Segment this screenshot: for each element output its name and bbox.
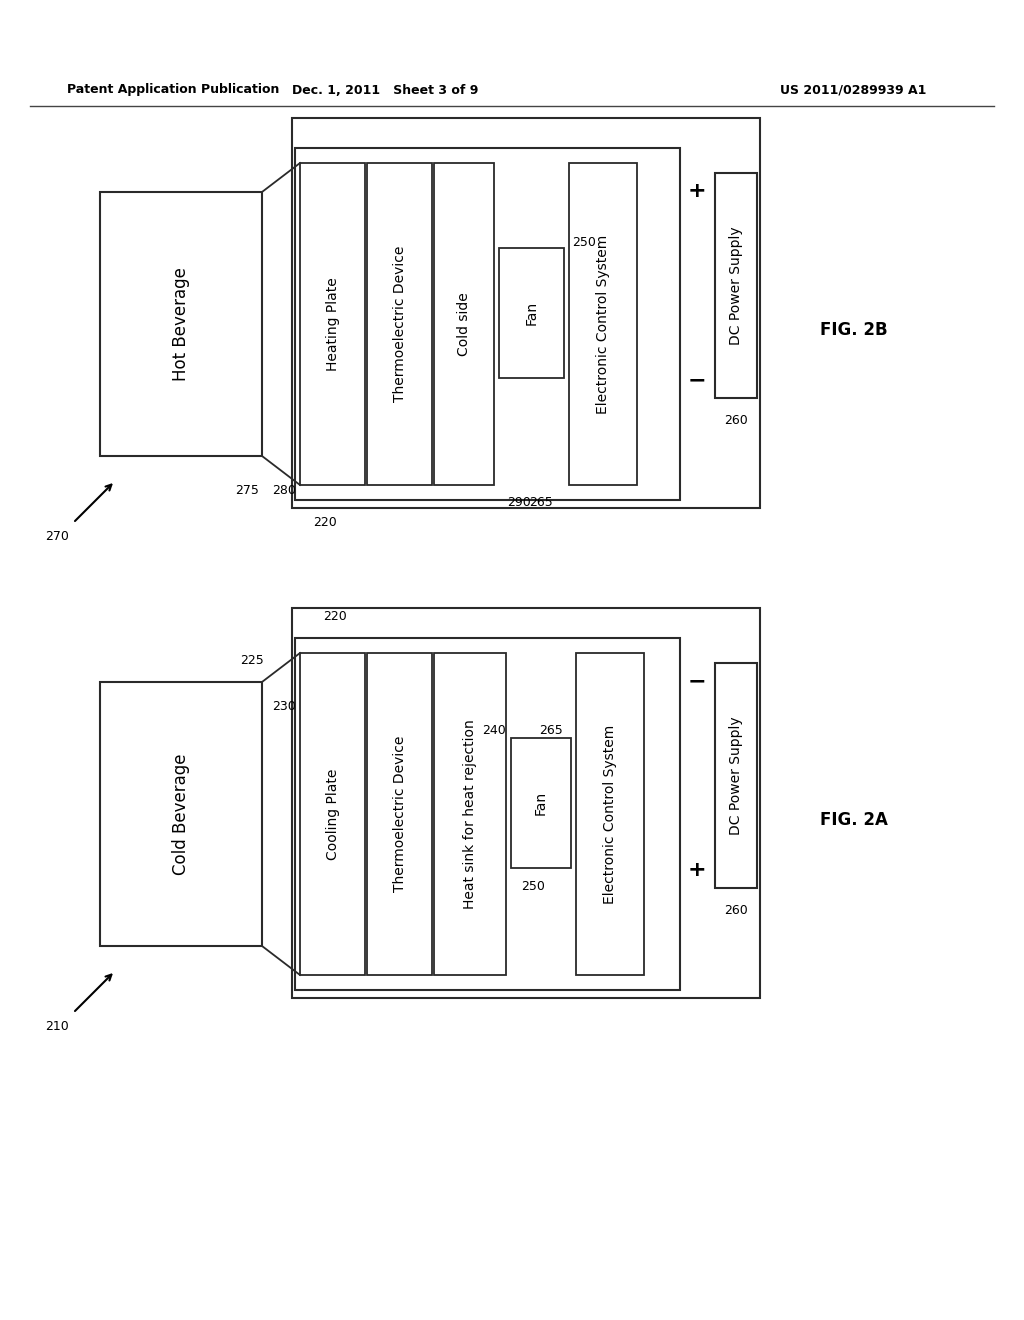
Bar [367,162,432,484]
Text: 220: 220 [313,516,337,528]
Text: +: + [688,861,707,880]
Text: Hot Beverage: Hot Beverage [172,267,190,381]
Text: 220: 220 [324,610,347,623]
Bar [300,162,365,484]
Text: Patent Application Publication: Patent Application Publication [67,83,280,96]
Text: 210: 210 [45,1019,69,1032]
Text: Fan: Fan [534,791,548,814]
Text: −: − [688,370,707,389]
Text: 280: 280 [272,484,296,498]
Text: Dec. 1, 2011   Sheet 3 of 9: Dec. 1, 2011 Sheet 3 of 9 [292,83,478,96]
Text: −: − [688,671,707,690]
Bar [100,682,262,946]
Bar [292,609,760,998]
Text: +: + [688,181,707,201]
Text: 265: 265 [529,496,553,510]
Text: 230: 230 [272,701,296,714]
Text: 290: 290 [508,496,531,510]
Bar [367,653,432,975]
Text: 225: 225 [240,653,264,667]
Text: DC Power Supply: DC Power Supply [729,226,743,345]
Text: Cold side: Cold side [457,292,471,356]
Bar [292,117,760,508]
Text: US 2011/0289939 A1: US 2011/0289939 A1 [780,83,927,96]
Text: Electronic Control System: Electronic Control System [596,235,610,413]
Text: FIG. 2B: FIG. 2B [820,321,888,339]
Bar [295,148,680,500]
Text: 260: 260 [724,903,748,916]
Text: Thermoelectric Device: Thermoelectric Device [392,735,407,892]
Bar [715,663,757,888]
Text: 270: 270 [45,529,69,543]
Text: DC Power Supply: DC Power Supply [729,717,743,834]
Bar [300,653,365,975]
Bar [499,248,564,378]
Text: Fan: Fan [524,301,539,325]
Bar [575,653,644,975]
Text: 250: 250 [572,236,596,249]
Text: 275: 275 [236,484,259,498]
Text: Heating Plate: Heating Plate [326,277,340,371]
Bar [295,638,680,990]
Text: Cold Beverage: Cold Beverage [172,754,190,875]
Text: Heat sink for heat rejection: Heat sink for heat rejection [463,719,477,909]
Bar [434,653,506,975]
Text: Thermoelectric Device: Thermoelectric Device [392,246,407,403]
Bar [715,173,757,399]
Text: Electronic Control System: Electronic Control System [603,725,617,904]
Bar [569,162,637,484]
Text: 250: 250 [521,879,545,892]
Text: 265: 265 [539,723,563,737]
Text: 240: 240 [482,723,506,737]
Text: 260: 260 [724,413,748,426]
Bar [434,162,494,484]
Bar [100,191,262,455]
Text: FIG. 2A: FIG. 2A [820,810,888,829]
Bar [511,738,571,869]
Text: Cooling Plate: Cooling Plate [326,768,340,859]
